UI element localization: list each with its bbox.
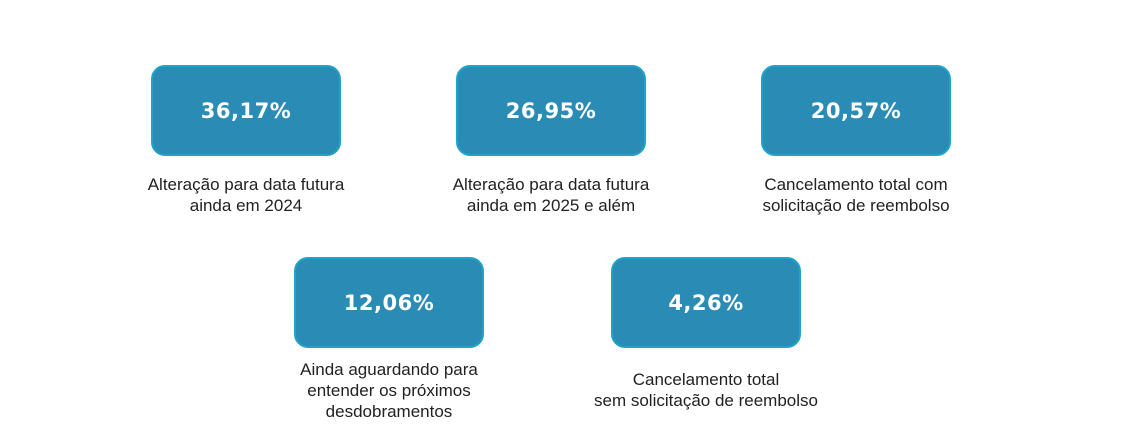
stat-label: Alteração para data futura ainda em 2025… [411,174,691,216]
stat-label-line: sem solicitação de reembolso [594,391,818,410]
stat-label: Ainda aguardando para entender os próxim… [249,359,529,422]
stat-label-line: Alteração para data futura [452,175,650,194]
stat-label: Alteração para data futura ainda em 2024 [106,174,386,216]
stat-label-line: ainda em 2024 [189,196,303,215]
stat-value-box: 4,26% [611,257,801,348]
stat-label-line: desdobramentos [325,402,453,421]
stat-label-line: entender os próximos [307,381,471,400]
stat-value-box: 26,95% [456,65,646,156]
stat-label: Cancelamento total sem solicitação de re… [566,369,846,411]
stat-label-line: Alteração para data futura [147,175,345,194]
stat-value: 26,95% [505,98,597,123]
stat-label-line: Cancelamento total [632,370,780,389]
stat-value: 20,57% [810,98,902,123]
stat-value: 4,26% [668,290,744,315]
stat-value: 36,17% [200,98,292,123]
stat-label-line: Cancelamento total com [764,175,948,194]
stat-value-box: 12,06% [294,257,484,348]
stat-label-line: solicitação de reembolso [762,196,950,215]
stat-label: Cancelamento total com solicitação de re… [716,174,996,216]
stat-label-line: ainda em 2025 e além [466,196,636,215]
stat-value-box: 20,57% [761,65,951,156]
stat-value-box: 36,17% [151,65,341,156]
stat-value: 12,06% [343,290,435,315]
stat-label-line: Ainda aguardando para [300,360,478,379]
